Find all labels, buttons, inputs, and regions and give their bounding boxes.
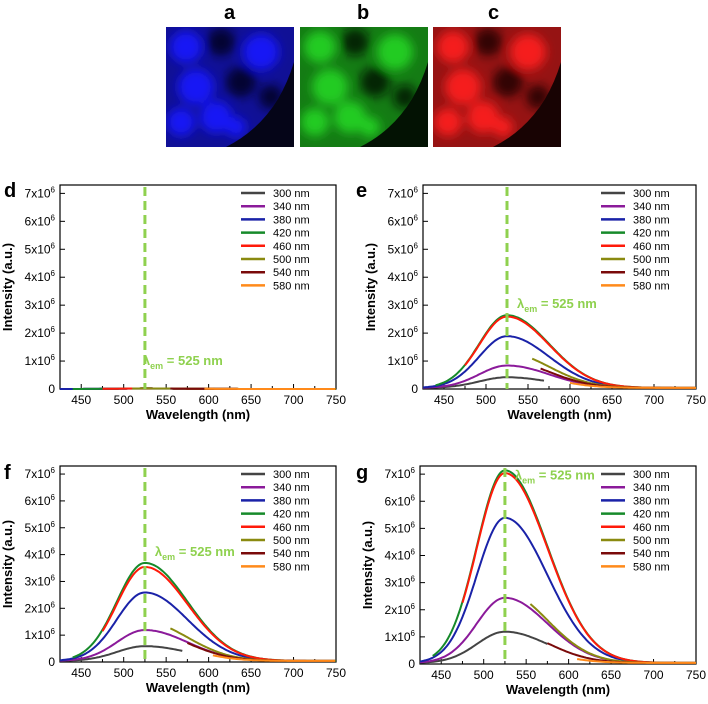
micrograph-blob (474, 28, 502, 56)
micrograph-blob (360, 117, 380, 137)
panel-label-e: e (356, 180, 368, 202)
micrograph-blob (226, 117, 246, 137)
legend-label: 460 nm (273, 241, 310, 253)
micrograph-blob (200, 101, 232, 133)
legend-label: 420 nm (273, 228, 310, 240)
image-label-b: b (357, 2, 370, 24)
micrograph-blob (434, 108, 462, 136)
micrograph-blob (312, 69, 348, 105)
micrograph-blob (226, 67, 256, 97)
micrograph-blob (170, 31, 202, 63)
micrograph-blob (178, 69, 214, 105)
y-tick-label: 0 (48, 382, 55, 396)
micrograph-blob (445, 69, 481, 105)
y-tick-label: 2x106 (25, 325, 56, 340)
micrograph-blob (334, 101, 366, 133)
x-tick-label: 500 (114, 393, 134, 407)
y-axis-label: Intensity (a.u.) (0, 243, 15, 331)
micrograph-a (166, 27, 294, 147)
y-tick-label: 6x106 (25, 213, 56, 228)
micrograph-blob (167, 108, 195, 136)
micrograph-blob (341, 28, 369, 56)
legend-label: 380 nm (273, 214, 310, 226)
x-tick-label: 650 (241, 393, 261, 407)
legend-label: 580 nm (273, 280, 310, 292)
micrograph-blob (493, 117, 513, 137)
micrograph-blob (301, 108, 329, 136)
micrograph-blob (493, 67, 523, 97)
legend-label: 540 nm (273, 267, 310, 279)
x-axis-label: Wavelength (nm) (146, 407, 250, 422)
x-tick-label: 750 (326, 393, 346, 407)
legend-label: 340 nm (273, 201, 310, 213)
panel-label-d: d (4, 180, 17, 202)
x-tick-label: 450 (71, 393, 91, 407)
micrograph-blob (304, 31, 336, 63)
y-tick-label: 3x106 (25, 297, 56, 312)
micrograph-blob (377, 34, 413, 70)
y-tick-label: 4x106 (25, 269, 56, 284)
micrograph-blob (510, 34, 546, 70)
micrograph-blob (360, 67, 390, 97)
panel-label-f: f (4, 462, 11, 484)
y-tick-label: 5x106 (25, 241, 56, 256)
panel-label-g: g (356, 462, 369, 484)
micrograph-blob (243, 34, 279, 70)
micrograph-c (433, 27, 561, 147)
micrograph-blob (467, 101, 499, 133)
micrograph-blob (207, 28, 235, 56)
y-tick-label: 1x106 (25, 353, 56, 368)
image-label-a: a (224, 2, 236, 24)
x-tick-label: 600 (199, 393, 219, 407)
micrograph-blob (437, 31, 469, 63)
x-tick-label: 550 (156, 393, 176, 407)
y-tick-label: 7x106 (25, 185, 56, 200)
image-label-c: c (488, 2, 500, 24)
emission-annotation: λem = 525 nm (143, 353, 223, 371)
legend-label: 300 nm (273, 188, 310, 200)
micrograph-b (300, 27, 428, 147)
legend-label: 500 nm (273, 254, 310, 266)
x-tick-label: 700 (284, 393, 304, 407)
